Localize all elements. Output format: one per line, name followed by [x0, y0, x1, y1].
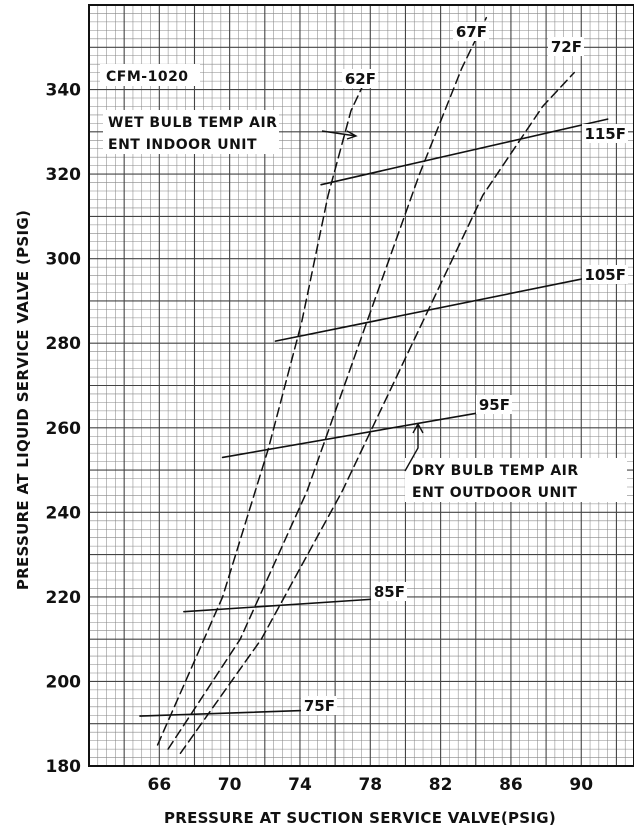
y-tick-label: 180 [46, 757, 82, 777]
y-tick-label: 260 [46, 419, 82, 439]
y-tick-labels: 180 200 220 240 260 280 300 320 340 [46, 81, 82, 777]
y-tick-label: 200 [46, 672, 82, 692]
x-tick-label: 82 [429, 775, 453, 795]
dry-bulb-label-line1: DRY BULB TEMP AIR [412, 463, 579, 479]
dry-bulb-annotation: DRY BULB TEMP AIR ENT OUTDOOR UNIT [404, 422, 627, 502]
cfm-label-box [100, 64, 200, 86]
series-label-bg [582, 124, 628, 143]
series-label-bg [371, 582, 407, 601]
y-tick-label: 220 [46, 588, 82, 608]
series-label-bg [582, 265, 628, 284]
x-tick-label: 86 [499, 775, 523, 795]
wet-bulb-arrow [321, 130, 358, 140]
y-tick-label: 240 [46, 503, 82, 523]
series-label-bg [342, 69, 378, 88]
x-tick-label: 90 [569, 775, 593, 795]
series-label-75f: 75F [304, 697, 335, 715]
series-label-105f: 105F [584, 266, 626, 284]
dry-bulb-label-box [405, 458, 627, 502]
series-line-62f [156, 80, 366, 746]
series-label-115f: 115F [584, 125, 626, 143]
x-tick-label: 70 [218, 775, 242, 795]
y-tick-label: 280 [46, 334, 82, 354]
series-label-62f: 62F [345, 70, 376, 88]
y-tick-label: 300 [46, 250, 82, 270]
series-lines [139, 16, 609, 755]
series-label-bg [301, 696, 337, 715]
wet-bulb-annotation: WET BULB TEMP AIR ENT INDOOR UNIT [103, 110, 358, 154]
series-label-67f: 67F [456, 23, 487, 41]
series-line-85f [183, 598, 377, 613]
cfm-label: CFM-1020 [106, 69, 189, 85]
wet-bulb-label-line1: WET BULB TEMP AIR [108, 115, 277, 131]
series-label-bg [453, 22, 489, 41]
x-tick-label: 78 [358, 775, 382, 795]
wet-bulb-label-line2: ENT INDOOR UNIT [108, 137, 257, 153]
plot-frame [88, 4, 634, 767]
series-label-85f: 85F [374, 583, 405, 601]
dry-bulb-label-line2: ENT OUTDOOR UNIT [412, 485, 577, 501]
series-labels: 62F 67F 72F 75F 85F 95F 105F 115F [301, 22, 628, 715]
y-axis-label: PRESSURE AT LIQUID SERVICE VALVE (PSIG) [14, 210, 32, 590]
x-axis-label: PRESSURE AT SUCTION SERVICE VALVE(PSIG) [164, 809, 556, 827]
series-label-72f: 72F [551, 38, 582, 56]
x-tick-label: 66 [147, 775, 171, 795]
series-label-95f: 95F [479, 396, 510, 414]
cfm-annotation: CFM-1020 [100, 64, 200, 86]
wet-bulb-label-box [103, 110, 279, 154]
dry-bulb-arrow [404, 422, 424, 472]
series-line-72f [179, 71, 575, 755]
series-line-67f [167, 16, 488, 750]
y-tick-label: 320 [46, 165, 82, 185]
x-tick-labels: 66 70 74 78 82 86 90 [147, 775, 593, 795]
series-line-75f [139, 709, 314, 717]
series-label-bg [476, 395, 512, 414]
x-tick-label: 74 [288, 775, 312, 795]
y-tick-label: 340 [46, 81, 82, 101]
series-line-105f [274, 276, 590, 342]
series-line-115f [320, 118, 609, 186]
series-label-bg [548, 37, 584, 56]
series-line-95f [221, 410, 491, 459]
